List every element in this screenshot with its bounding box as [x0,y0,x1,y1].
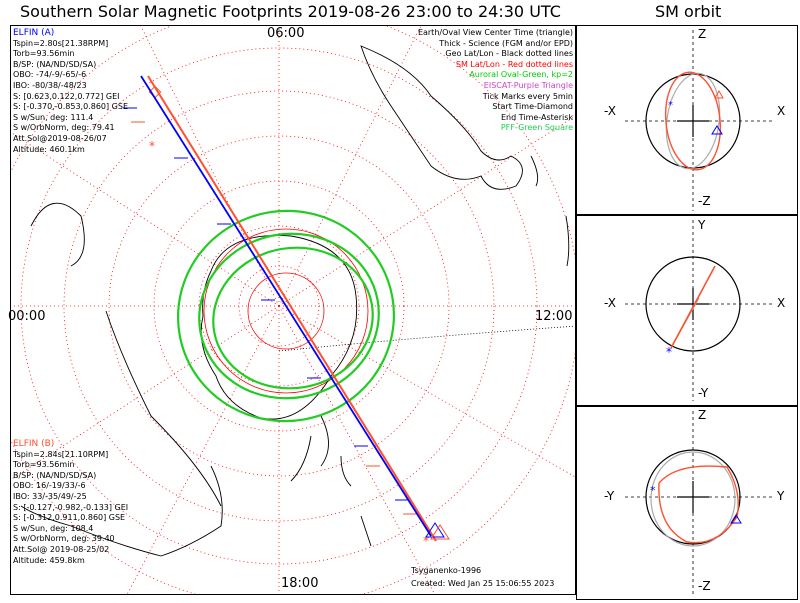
sm-xz-left-label: -X [604,104,616,118]
time-label-bottom: 18:00 [281,576,319,591]
elfin-a-line: S: [-0.370,-0.853,0.860] GSE [13,102,128,112]
elfin-b-line: IBO: 33/-35/49/-25 [13,491,87,501]
plot-title: Southern Solar Magnetic Footprints 2019-… [20,2,561,21]
time-label-right: 12:00 [535,309,573,324]
sm-xz-right-label: X [777,104,786,118]
sm-lon-lines [11,26,575,594]
legend-item: SM Lat/Lon - Red dotted lines [455,59,573,69]
legend-item: PFF-Green Square [500,123,573,133]
elfin-a-name: ELFIN (A) [13,28,55,38]
elfin-a-info: ELFIN (A) Tspin=2.80s[21.38RPM] Torb=93.… [13,28,128,155]
elfin-b-line: OBO: 16/-19/33/-6 [13,481,86,491]
elfin-b-line: S: [-0.312,0.911,0.860] GSE [13,513,126,523]
geo-lon-line [278,325,575,352]
sm-orbit-yz-plot: * [625,411,773,597]
legend-item: Thick - Science (FGM and/or EPD) [439,38,573,48]
model-credit: Tsyganenko-1996 [411,566,482,575]
sm-xy-top-label: Y [698,218,706,232]
svg-text:*: * [668,100,673,111]
legend-item: Auroral Oval-Green, kp=2 [469,70,573,80]
sm-yz-left-label: -Y [604,489,615,503]
elfin-b-line: Tspin=2.84s[21.10RPM] [13,449,109,459]
sm-xy-bottom-label: -Y [698,386,709,400]
elfin-b-name: ELFIN (B) [13,439,55,449]
elfin-b-info: ELFIN (B) Tspin=2.84s[21.10RPM] Torb=93.… [13,439,128,566]
time-label-left: 00:00 [8,309,46,324]
elfin-a-line: S w/Sun, deg: 111.4 [13,112,94,122]
footprint-map: * * [11,26,575,594]
auroral-ovals [176,209,396,423]
elfin-b-line: Altitude: 459.8km [13,555,85,565]
svg-text:*: * [423,534,429,548]
elfin-a-line: B/SP: (NA/ND/SD/SA) [13,59,97,69]
sm-orbit-title: SM orbit [655,2,722,21]
elfin-b-line: Att.Sol@ 2019-08-25/02 [13,544,110,554]
sm-orbit-yz-panel: * Z -Z -Y Y [576,406,798,600]
sm-orbit-xy-plot: * [625,220,773,401]
legend-item: Geo Lat/Lon - Black dotted lines [445,49,573,59]
view-center-triangle [430,524,450,540]
elfin-b-line: S: [-0.127,-0.982,-0.133] GEI [13,502,129,512]
sm-xz-bottom-label: -Z [698,194,711,208]
legend: Earth/Oval View Center Time (triangle) T… [418,28,573,134]
elfin-a-track [123,75,445,538]
legend-item: EISCAT-Purple Triangle [483,80,573,90]
elfin-a-line: Torb=93.56min [13,49,75,59]
footprint-map-panel: * * 06:00 00:00 1 [8,25,576,595]
elfin-a-line: OBO: -74/-9/-65/-6 [13,70,87,80]
time-label-top: 06:00 [267,26,305,41]
sm-orbit-xz-panel: * Z -Z -X X [576,25,798,215]
legend-item: Earth/Oval View Center Time (triangle) [417,28,573,37]
sm-xy-right-label: X [777,296,786,310]
geo-circle-inner [247,272,325,350]
svg-text:*: * [650,484,656,497]
elfin-a-line: Tspin=2.80s[21.38RPM] [13,38,109,48]
elfin-b-line: S w/Sun, deg: 108.4 [13,523,94,533]
elfin-a-line: IBO: -80/38/-48/23 [13,80,87,90]
created-timestamp: Created: Wed Jan 25 15:06:55 2023 [411,579,555,588]
sm-xz-top-label: Z [698,27,707,41]
geo-circle-outer [203,228,369,394]
elfin-b-line: S w/OrbNorm, deg: 39.40 [13,534,115,544]
sm-xy-left-label: -X [604,296,616,310]
legend-item: Start Time-Diamond [492,102,573,112]
elfin-a-line: S: [0.623,0.122,0.772] GEI [13,91,120,101]
elfin-b-track: * * [131,75,437,548]
legend-item: Tick Marks every 5min [482,91,573,101]
sm-yz-top-label: Z [698,408,707,422]
elfin-b-line: B/SP: (NA/ND/SD/SA) [13,470,97,480]
elfin-a-line: Att.Sol@2019-08-26/07 [13,133,107,143]
sm-orbit-xy-panel: * Y -Y -X X [576,215,798,406]
sm-yz-bottom-label: -Z [698,579,711,593]
svg-text:*: * [666,345,672,359]
sm-yz-right-label: Y [777,489,785,503]
legend-item: End Time-Asterisk [500,112,573,122]
sm-orbit-xz-plot: * [625,30,773,211]
elfin-a-line: S w/OrbNorm, deg: 79.41 [13,123,115,133]
elfin-b-line: Torb=93.56min [13,460,75,470]
svg-text:*: * [149,139,155,153]
elfin-a-line: Altitude: 460.1km [13,144,85,154]
